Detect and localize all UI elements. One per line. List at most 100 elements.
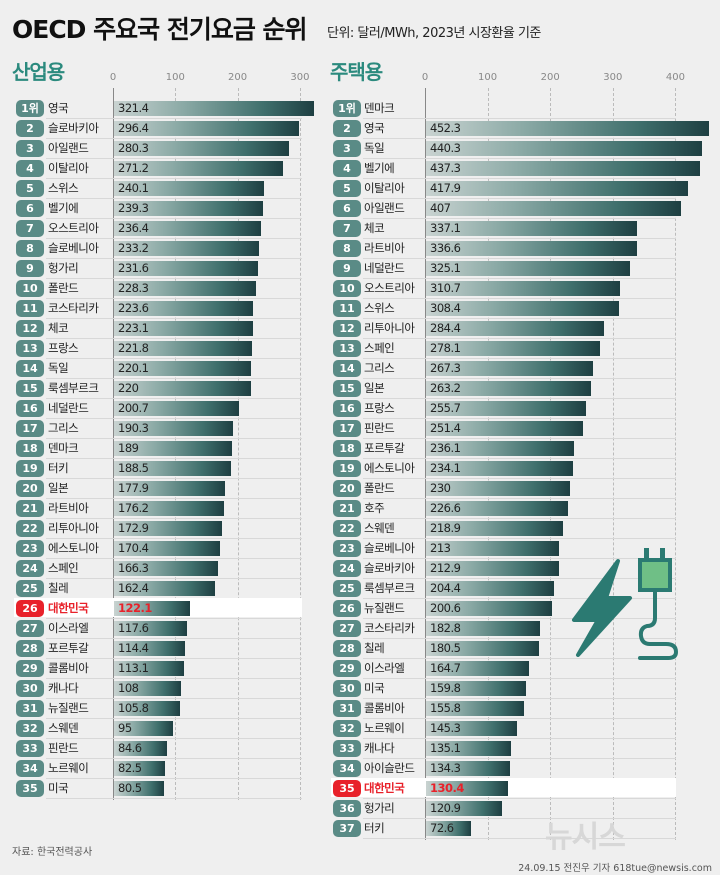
bar (114, 321, 253, 336)
row-divider (46, 378, 302, 379)
rank-badge: 7 (16, 220, 44, 237)
country-label: 미국 (364, 681, 385, 695)
country-label: 폴란드 (48, 281, 79, 295)
row-divider (363, 738, 676, 739)
rank-badge: 18 (16, 440, 44, 457)
row-divider (46, 558, 302, 559)
row-divider (363, 638, 676, 639)
bar (426, 541, 560, 556)
bar (114, 401, 240, 416)
row-divider (363, 718, 676, 719)
value-label: 108 (118, 681, 139, 695)
value-label: 231.6 (118, 261, 149, 275)
value-label: 122.1 (118, 601, 152, 615)
rank-badge: 11 (16, 300, 44, 317)
value-label: 80.5 (118, 781, 142, 795)
axis-tick-label: 100 (478, 72, 498, 83)
rank-badge: 34 (16, 760, 44, 777)
value-label: 162.4 (118, 581, 149, 595)
rank-badge: 27 (333, 620, 361, 637)
country-label: 슬로베니아 (364, 541, 415, 555)
rank-badge: 19 (333, 460, 361, 477)
rank-badge: 23 (16, 540, 44, 557)
rank-badge: 21 (333, 500, 361, 517)
bar (114, 141, 289, 156)
rank-badge: 22 (333, 520, 361, 537)
bar (114, 641, 186, 656)
bar (426, 421, 584, 436)
row-divider (46, 718, 302, 719)
country-label: 콜롬비아 (364, 701, 405, 715)
rank-badge: 25 (333, 580, 361, 597)
row-divider (46, 458, 302, 459)
bar (114, 421, 233, 436)
bar (114, 661, 185, 676)
value-label: 200.6 (430, 601, 461, 615)
rank-badge: 16 (333, 400, 361, 417)
section-title: 산업용 (12, 60, 65, 84)
bar (114, 781, 165, 796)
country-label: 이탈리아 (48, 161, 89, 175)
row-divider (363, 358, 676, 359)
bar (114, 381, 252, 396)
bar (426, 621, 541, 636)
bar (426, 561, 560, 576)
axis-tick-label: 400 (665, 72, 685, 83)
value-label: 213 (430, 541, 451, 555)
value-label: 120.9 (430, 801, 461, 815)
row-divider (363, 578, 676, 579)
country-label: 뉴질랜드 (364, 601, 405, 615)
row-divider (363, 338, 676, 339)
bar (114, 481, 225, 496)
value-label: 236.1 (430, 441, 461, 455)
value-label: 212.9 (430, 561, 461, 575)
bar (426, 721, 517, 736)
row-divider (46, 198, 302, 199)
value-label: 220 (118, 381, 139, 395)
rank-badge: 35 (16, 780, 44, 797)
country-label: 일본 (48, 481, 69, 495)
rank-badge: 24 (16, 560, 44, 577)
country-label: 콜롬비아 (48, 661, 89, 675)
gridline (299, 88, 301, 800)
value-label: 417.9 (430, 181, 461, 195)
rank-badge: 19 (16, 460, 44, 477)
section-title: 주택용 (330, 60, 383, 84)
value-label: 278.1 (430, 341, 461, 355)
row-divider (46, 578, 302, 579)
value-label: 263.2 (430, 381, 461, 395)
country-label: 스페인 (364, 341, 395, 355)
bar (426, 461, 573, 476)
value-label: 182.8 (430, 621, 461, 635)
country-label: 리투아니아 (48, 521, 99, 535)
rank-badge: 24 (333, 560, 361, 577)
value-label: 280.3 (118, 141, 149, 155)
value-label: 204.4 (430, 581, 461, 595)
country-label: 호주 (364, 501, 385, 515)
value-label: 176.2 (118, 501, 149, 515)
bar (426, 161, 700, 176)
credit-note: 24.09.15 전진우 기자 618tue@newsis.com (518, 863, 712, 874)
country-label: 스위스 (48, 181, 79, 195)
rank-badge: 18 (333, 440, 361, 457)
bar (426, 301, 620, 316)
row-divider (363, 298, 676, 299)
country-label: 터키 (48, 461, 69, 475)
rank-badge: 17 (16, 420, 44, 437)
value-label: 296.4 (118, 121, 149, 135)
country-label: 핀란드 (364, 421, 395, 435)
gridline (237, 88, 239, 800)
bar (426, 801, 502, 816)
country-label: 에스토니아 (364, 461, 415, 475)
bar (114, 761, 166, 776)
rank-badge: 11 (333, 300, 361, 317)
bar (114, 181, 264, 196)
row-divider (363, 598, 676, 599)
bar (114, 681, 182, 696)
country-label: 그리스 (364, 361, 395, 375)
bar (426, 661, 530, 676)
country-label: 벨기에 (48, 201, 79, 215)
rank-badge: 8 (333, 240, 361, 257)
country-label: 룩셈부르크 (364, 581, 415, 595)
rank-badge: 20 (16, 480, 44, 497)
